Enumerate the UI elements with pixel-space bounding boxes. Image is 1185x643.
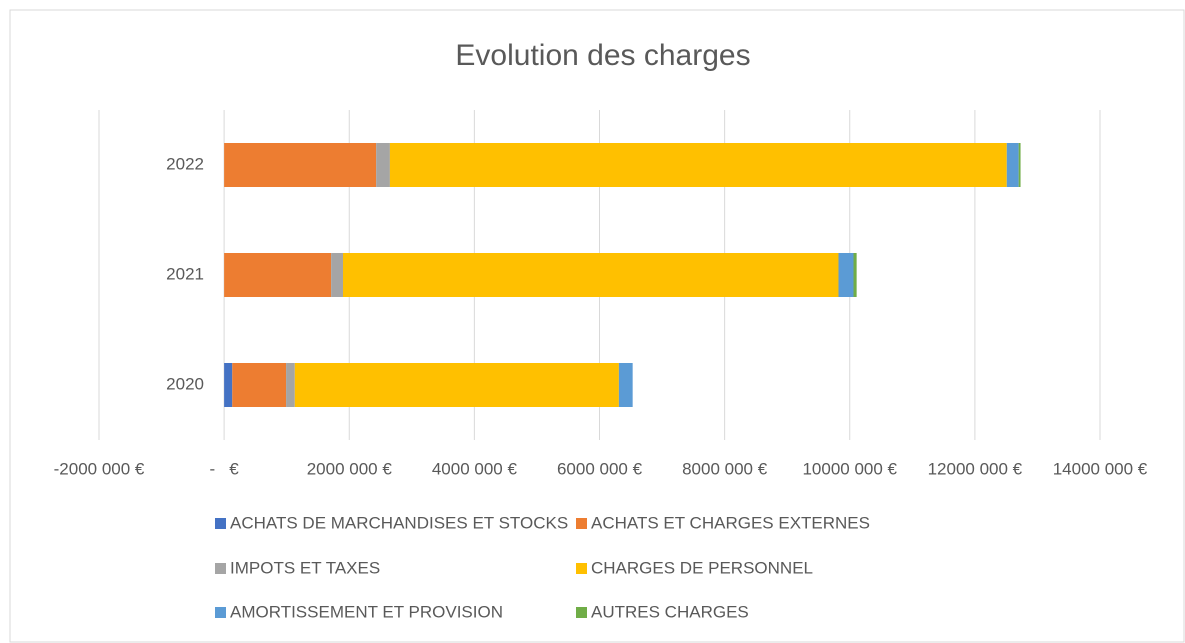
- y-tick-label: 2022: [166, 154, 204, 173]
- bar-segment: [232, 363, 287, 407]
- chart-frame: [9, 9, 1185, 643]
- legend-marker: [576, 563, 587, 574]
- legend-marker: [215, 607, 226, 618]
- x-tick-label: 12000 000 €: [928, 459, 1023, 478]
- bar-segment: [1018, 143, 1021, 187]
- bar-segment: [838, 253, 854, 297]
- x-tick-label: -2000 000 €: [54, 459, 145, 478]
- bar-segment: [376, 143, 390, 187]
- bar-segment: [389, 143, 1007, 187]
- bar-segment: [1006, 143, 1019, 187]
- legend-label: ACHATS DE MARCHANDISES ET STOCKS: [230, 513, 568, 532]
- legend-marker: [576, 607, 587, 618]
- chart-title: Evolution des charges: [455, 39, 750, 72]
- bar-segment: [286, 363, 295, 407]
- x-tick-label: 2000 000 €: [307, 459, 393, 478]
- legend-marker: [215, 563, 226, 574]
- bar-segment: [331, 253, 343, 297]
- bar-segment: [224, 363, 233, 407]
- bar-segment: [224, 253, 332, 297]
- legend-label: AUTRES CHARGES: [591, 602, 749, 621]
- bar-segment: [224, 143, 377, 187]
- bar-segment: [342, 253, 839, 297]
- legend-label: AMORTISSEMENT ET PROVISION: [230, 602, 503, 621]
- x-tick-label: 10000 000 €: [802, 459, 897, 478]
- legend-label: ACHATS ET CHARGES EXTERNES: [591, 513, 870, 532]
- legend-label: IMPOTS ET TAXES: [230, 558, 380, 577]
- bar-segment: [853, 253, 857, 297]
- x-tick-label: - €: [209, 459, 239, 478]
- legend-marker: [215, 518, 226, 529]
- x-tick-label: 4000 000 €: [432, 459, 518, 478]
- legend-label: CHARGES DE PERSONNEL: [591, 558, 813, 577]
- bar-segment: [618, 363, 633, 407]
- x-tick-label: 6000 000 €: [557, 459, 643, 478]
- y-tick-label: 2021: [166, 264, 204, 283]
- x-tick-label: 8000 000 €: [682, 459, 768, 478]
- bar-segment: [294, 363, 619, 407]
- x-tick-label: 14000 000 €: [1053, 459, 1148, 478]
- legend-marker: [576, 518, 587, 529]
- y-tick-label: 2020: [166, 374, 204, 393]
